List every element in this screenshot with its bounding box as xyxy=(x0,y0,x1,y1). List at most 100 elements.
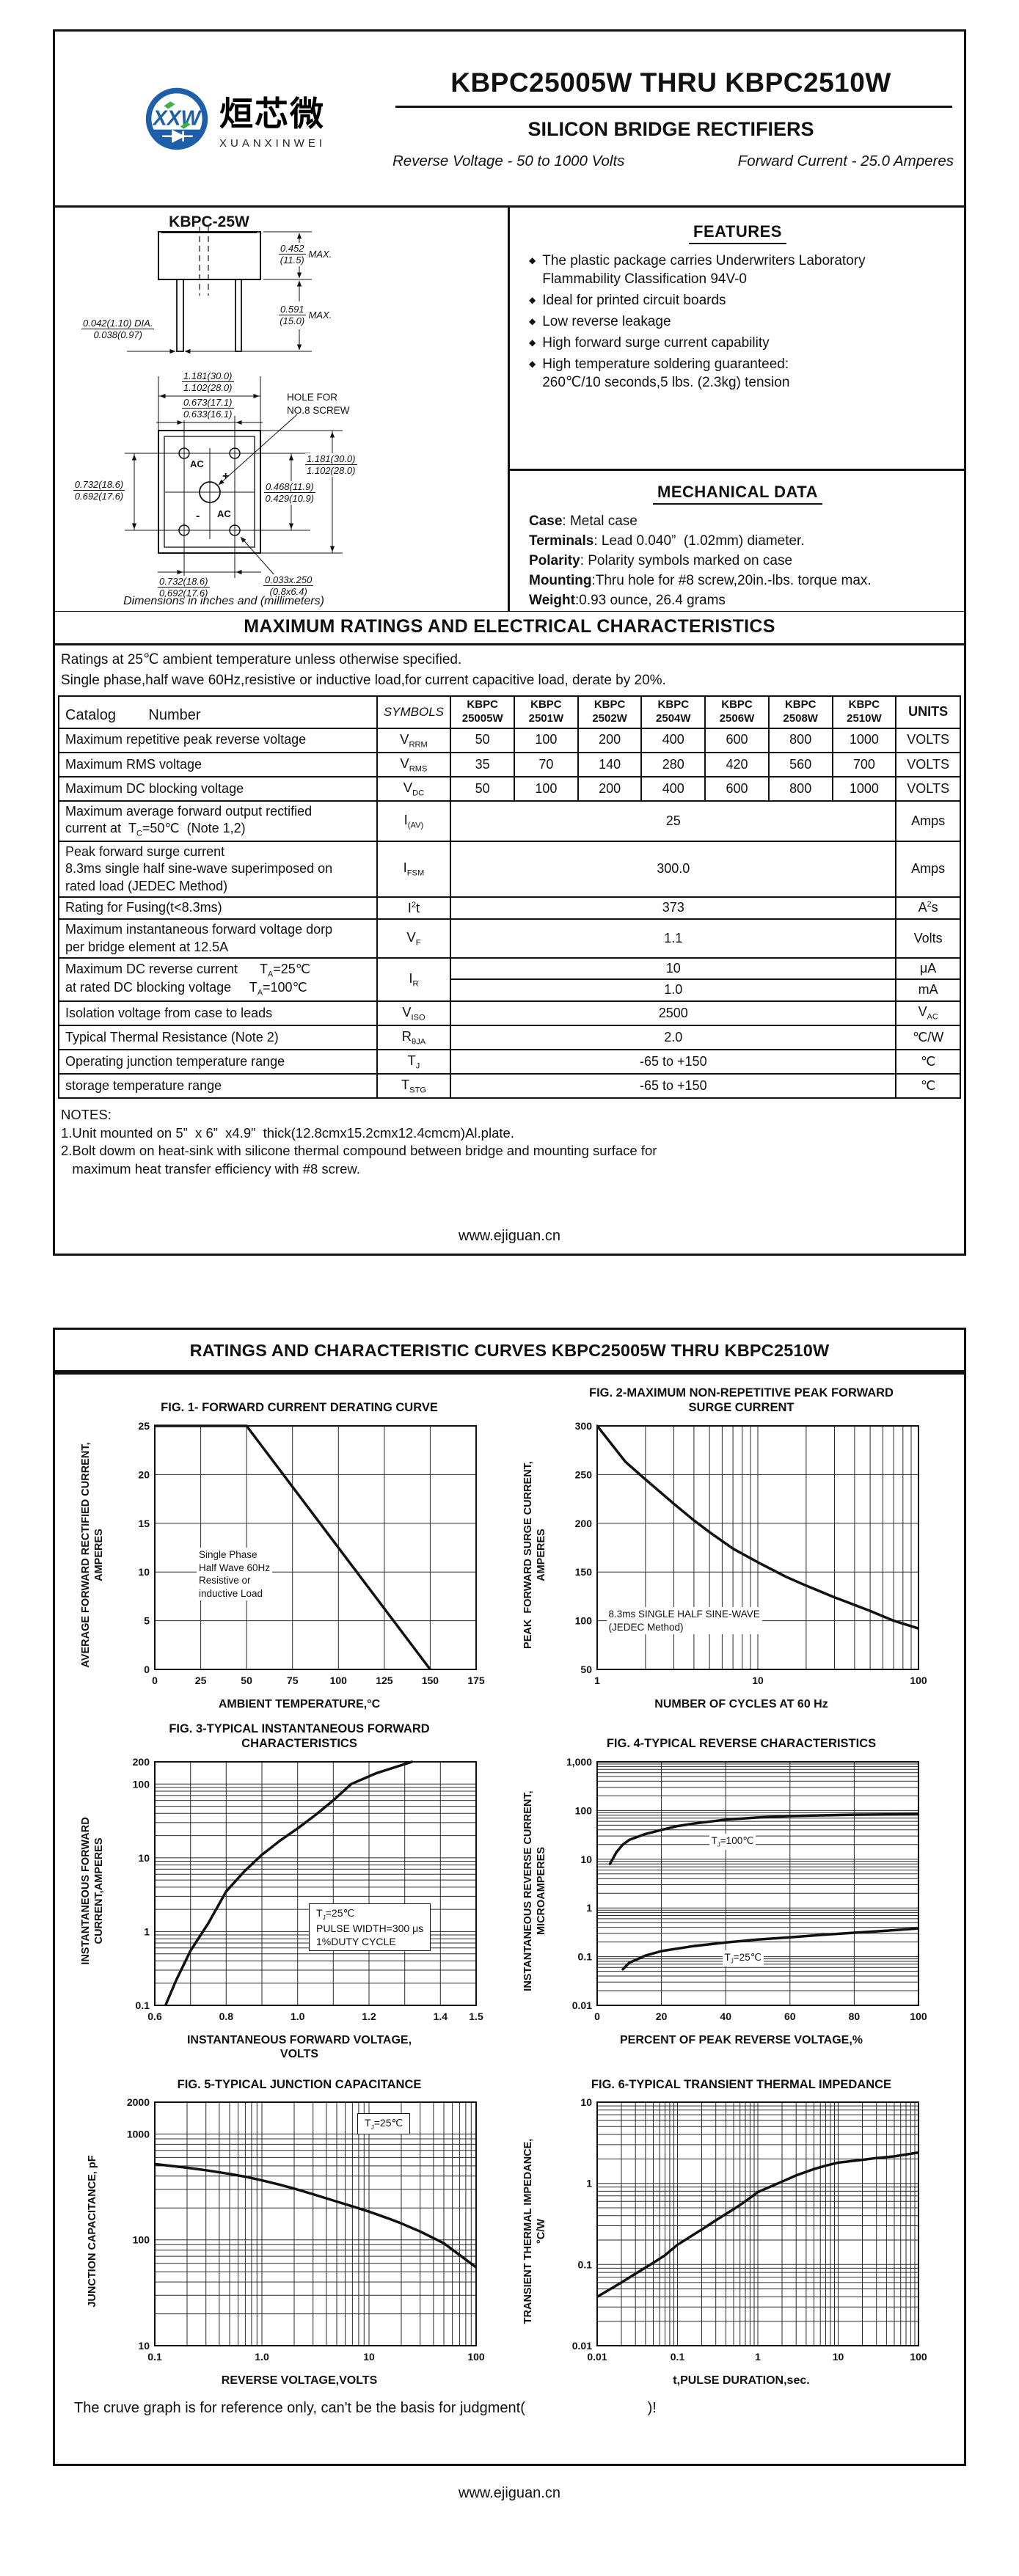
chart-curve-Zth xyxy=(596,2151,919,2299)
datasheet-page-2: RATINGS AND CHARACTERISTIC CURVES KBPC25… xyxy=(53,1328,966,2466)
chart-annotation: TJ=25℃ xyxy=(357,2113,411,2135)
diamond-bullet-icon: ◆ xyxy=(529,255,536,266)
package-name: KBPC-25W xyxy=(114,213,304,233)
table-row: 1.0 mA xyxy=(59,978,961,1002)
svg-text:300: 300 xyxy=(574,1420,592,1432)
mechanical-data-item: Polarity: Polarity symbols marked on cas… xyxy=(529,553,793,569)
svg-text:5: 5 xyxy=(144,1615,150,1627)
title-divider xyxy=(395,105,952,108)
figure-plot: 0.6 0.8 1.0 1.2 1.4 1.5 0.1 1 10 100 200 TJ=25℃ PULS… xyxy=(112,1754,486,2027)
svg-text:10: 10 xyxy=(580,2096,592,2108)
figure-4-typical-reverse-characteristics: FIG. 4-TYPICAL REVERSE CHARACTERISTICS I… xyxy=(515,1722,957,2061)
parameter-label: Rating for Fusing(t<8.3ms) xyxy=(58,896,378,921)
parameter-label: Maximum average forward output rectified… xyxy=(58,799,378,842)
chart-annotation: 8.3ms SINGLE HALF SINE-WAVE (JEDEC Method… xyxy=(606,1607,762,1635)
parameter-label: Maximum repetitive peak reverse voltage xyxy=(58,727,378,753)
svg-text:0.1: 0.1 xyxy=(670,2351,684,2363)
svg-text:15: 15 xyxy=(138,1518,150,1529)
dim-pin-span-top: 0.673(17.1) 0.633(16.1) xyxy=(182,397,234,420)
parameter-symbol: TSTG xyxy=(376,1073,452,1099)
value-cell: 280 xyxy=(640,751,706,777)
notes: NOTES: 1.Unit mounted on 5” x 6” x4.9” th… xyxy=(55,1099,964,1178)
svg-text:200: 200 xyxy=(133,1756,150,1768)
mechanical-data-item: Terminals: Lead 0.040” (1.02mm) diameter… xyxy=(529,533,805,549)
svg-text:0: 0 xyxy=(144,1664,150,1675)
parameter-symbol: I(AV) xyxy=(376,799,452,842)
dim-pin-span-bottom: 0.732(18.6) 0.692(17.6) xyxy=(158,576,210,599)
svg-text:1.0: 1.0 xyxy=(291,2010,305,2022)
note-line: maximum heat transfer efficiency with #8… xyxy=(61,1160,360,1177)
svg-text:150: 150 xyxy=(422,1675,439,1686)
chart-curve-TJ=25°C xyxy=(621,1927,919,1971)
figure-5-typical-junction-capacitance: FIG. 5-TYPICAL JUNCTION CAPACITANCE JUNC… xyxy=(73,2063,515,2397)
datasheet-page-1: XXW 烜芯微 XUANXINWEI KBPC25005W THRU KBPC2… xyxy=(53,29,966,1256)
parameter-symbol: VRMS xyxy=(376,751,452,777)
svg-text:10: 10 xyxy=(138,2340,150,2352)
figure-x-axis-label: AMBIENT TEMPERATURE,°C xyxy=(218,1698,381,1710)
dim-pin-span-right: 0.468(11.9) 0.429(10.9) xyxy=(264,481,315,505)
parameter-symbol: VF xyxy=(376,918,452,959)
chart-annotation: TJ=25℃ xyxy=(722,1950,764,1967)
svg-text:1: 1 xyxy=(594,1675,600,1686)
parameter-label: Maximum DC reverse current TA=25℃ at rate… xyxy=(58,956,378,1002)
figure-x-axis-label: REVERSE VOLTAGE,VOLTS xyxy=(221,2374,378,2387)
table-row: storage temperature range TSTG -65 to +150… xyxy=(58,1073,961,1099)
table-row: Maximum repetitive peak reverse voltage V… xyxy=(58,727,961,753)
svg-text:100: 100 xyxy=(133,2234,150,2246)
package-drawing-panel: KBPC-25W 0.452 (11.5) MAX. 0.591 (15.0) MA… xyxy=(55,208,510,611)
title-block: KBPC25005W THRU KBPC2510W SILICON BRIDGE… xyxy=(385,32,964,205)
parameter-symbol: VRRM xyxy=(376,727,452,753)
parameter-symbol: I2t xyxy=(376,896,452,921)
diamond-bullet-icon: ◆ xyxy=(529,316,536,327)
chart-svg: 0.01 0.1 1 10 100 0.01 0.1 1 10 xyxy=(571,2096,927,2363)
mechanical-data-item: Case: Metal case xyxy=(529,513,638,530)
svg-text:20: 20 xyxy=(138,1468,150,1480)
dim-lead-diameter: 0.042(1.10) DIA. 0.038(0.97) xyxy=(81,318,155,341)
terminal-label-minus: - xyxy=(196,510,200,522)
page2-footer-url: www.ejiguan.cn xyxy=(459,2485,560,2501)
value-cell: 2.0 xyxy=(450,1024,897,1050)
svg-text:100: 100 xyxy=(910,2351,927,2363)
table-row: Isolation voltage from case to leads VISO… xyxy=(58,1000,961,1026)
chart-curve-Cj xyxy=(154,2163,477,2269)
chart-svg: 1 10 100 50 100 150 200 250 300 xyxy=(574,1420,927,1686)
figure-1-forward-current-derating: FIG. 1- FORWARD CURRENT DERATING CURVE A… xyxy=(73,1386,515,1721)
value-cell: 25 xyxy=(450,799,897,842)
terminal-label-plus: + xyxy=(222,470,230,483)
dim-body-height-right: 1.181(30.0) 1.102(28.0) xyxy=(305,453,357,477)
table-row: Maximum instantaneous forward voltage do… xyxy=(58,918,961,959)
ratings-section-title: MAXIMUM RATINGS AND ELECTRICAL CHARACTER… xyxy=(55,611,964,645)
package-drawing xyxy=(125,227,343,578)
company-name: 烜芯微 XUANXINWEI xyxy=(219,87,326,150)
svg-text:1: 1 xyxy=(586,1902,592,1914)
terminal-label-ac-bottom: AC xyxy=(217,508,231,519)
figure-plot: 1 10 100 50 100 150 200 250 300 8.3ms SINGLE HALF… xyxy=(555,1419,929,1691)
svg-text:0.1: 0.1 xyxy=(577,1951,592,1963)
value-cell: 100 xyxy=(514,727,579,753)
figure-plot: 0.1 1.0 10 100 10 100 1000 2000 TJ=25℃ xyxy=(112,2095,486,2368)
svg-text:1.4: 1.4 xyxy=(434,2010,448,2022)
diamond-bullet-icon: ◆ xyxy=(529,295,536,306)
table-row: Maximum DC reverse current TA=25℃ at rate… xyxy=(58,956,961,1002)
value-cell: -65 to +150 xyxy=(450,1073,897,1099)
features-title: FEATURES xyxy=(529,222,946,244)
value-cell: 70 xyxy=(514,751,579,777)
unit-cell: VAC xyxy=(895,1000,961,1026)
value-cell: 2500 xyxy=(450,1000,897,1026)
value-cell: 400 xyxy=(640,775,706,802)
parameter-label: Maximum instantaneous forward voltage do… xyxy=(58,918,378,959)
ratings-table: Catalog Number SYMBOLS KBPC 25005W KBPC 2501W… xyxy=(58,695,961,1099)
value-cell: 600 xyxy=(704,775,770,802)
figure-x-axis-label: INSTANTANEOUS FORWARD VOLTAGE, VOLTS xyxy=(186,2034,412,2061)
svg-text:40: 40 xyxy=(720,2010,731,2022)
svg-text:10: 10 xyxy=(832,2351,844,2363)
value-cell: 1.1 xyxy=(450,918,897,959)
svg-text:100: 100 xyxy=(910,1675,927,1686)
svg-text:60: 60 xyxy=(784,2010,796,2022)
figure-x-axis-label: t,PULSE DURATION,sec. xyxy=(673,2374,810,2387)
company-name-en: XUANXINWEI xyxy=(219,137,326,150)
figure-title: FIG. 5-TYPICAL JUNCTION CAPACITANCE xyxy=(177,2077,422,2091)
note-line: NOTES: xyxy=(61,1107,112,1123)
value-cell: 800 xyxy=(767,727,833,753)
value-cell: 200 xyxy=(577,775,643,802)
